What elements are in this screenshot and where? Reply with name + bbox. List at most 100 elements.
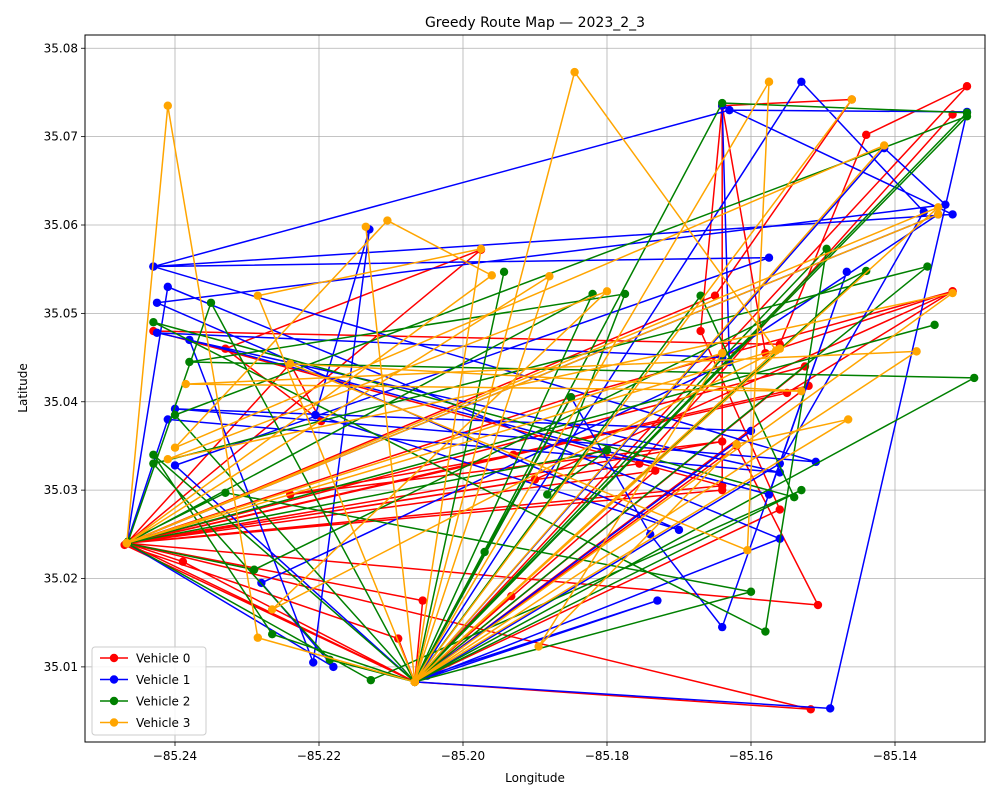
route-point bbox=[934, 203, 943, 212]
route-point bbox=[253, 291, 262, 300]
route-point bbox=[152, 328, 162, 338]
route-point bbox=[847, 95, 856, 104]
route-point bbox=[797, 386, 806, 396]
route-point bbox=[764, 77, 774, 87]
legend-label: Vehicle 3 bbox=[136, 716, 190, 730]
route-point bbox=[152, 298, 162, 307]
x-tick-label: −85.16 bbox=[729, 749, 773, 763]
route-point bbox=[732, 439, 741, 449]
route-point bbox=[480, 547, 489, 557]
route-point bbox=[178, 557, 188, 566]
x-axis-ticks: −85.24 −85.22 −85.20 −85.18 −85.16 −85.14 bbox=[153, 742, 917, 763]
route-point bbox=[487, 271, 496, 280]
route-point bbox=[170, 443, 180, 452]
legend-marker bbox=[109, 653, 119, 663]
route-point bbox=[743, 546, 752, 555]
route-point bbox=[250, 565, 259, 574]
y-tick-label: 35.06 bbox=[44, 218, 78, 232]
route-point bbox=[862, 266, 871, 276]
route-point bbox=[718, 481, 727, 490]
route-point bbox=[718, 622, 727, 632]
x-tick-label: −85.24 bbox=[153, 749, 197, 763]
route-point bbox=[149, 450, 158, 459]
route-point bbox=[970, 373, 979, 383]
route-point bbox=[653, 596, 662, 605]
route-point bbox=[545, 272, 554, 281]
route-point bbox=[696, 291, 705, 300]
route-point bbox=[635, 459, 644, 468]
route-point bbox=[962, 82, 972, 91]
route-point bbox=[163, 101, 172, 110]
route-point bbox=[268, 605, 277, 614]
route-point bbox=[962, 112, 972, 121]
x-tick-label: −85.20 bbox=[441, 749, 485, 763]
route-point bbox=[268, 629, 277, 639]
route-point bbox=[366, 675, 376, 685]
route-point bbox=[163, 282, 172, 292]
route-point bbox=[797, 77, 806, 87]
axes-frame bbox=[84, 34, 986, 743]
route-point bbox=[620, 289, 630, 299]
legend-box bbox=[91, 646, 207, 736]
route-point bbox=[948, 288, 957, 298]
route-point bbox=[185, 357, 194, 367]
route-point bbox=[499, 267, 509, 277]
route-point bbox=[570, 67, 579, 77]
route-point bbox=[311, 410, 320, 420]
route-point bbox=[844, 415, 853, 424]
legend-item: Vehicle 3 bbox=[100, 716, 190, 730]
route-point bbox=[822, 244, 831, 254]
route-point bbox=[725, 105, 734, 115]
route-point bbox=[534, 642, 543, 651]
route-point bbox=[813, 600, 823, 610]
route-point bbox=[149, 459, 158, 468]
route-point bbox=[696, 326, 705, 336]
route-point bbox=[790, 493, 799, 502]
route-point bbox=[651, 466, 660, 475]
y-tick-label: 35.07 bbox=[44, 130, 78, 144]
route-point bbox=[170, 461, 180, 470]
route-point bbox=[149, 318, 158, 327]
y-tick-label: 35.05 bbox=[44, 306, 78, 320]
route-point bbox=[122, 538, 131, 548]
route-point bbox=[797, 485, 806, 495]
route-point bbox=[764, 253, 774, 262]
legend-label: Vehicle 1 bbox=[136, 673, 190, 687]
route-point bbox=[163, 455, 172, 464]
route-point bbox=[842, 267, 851, 277]
y-tick-label: 35.08 bbox=[44, 41, 78, 55]
route-point bbox=[602, 446, 612, 455]
x-tick-label: −85.22 bbox=[297, 749, 341, 763]
route-point bbox=[718, 98, 727, 108]
route-point bbox=[775, 344, 784, 353]
series-layer bbox=[120, 67, 979, 714]
route-point bbox=[811, 457, 820, 467]
route-point bbox=[410, 677, 419, 687]
route-point bbox=[309, 658, 318, 667]
route-point bbox=[206, 298, 216, 307]
route-point bbox=[718, 348, 727, 358]
route-point bbox=[221, 488, 230, 497]
route-point bbox=[253, 633, 262, 642]
route-point bbox=[941, 200, 950, 209]
route-point bbox=[746, 587, 756, 596]
route-point bbox=[476, 244, 486, 254]
route-point bbox=[930, 320, 939, 330]
route-point bbox=[934, 210, 943, 219]
route-point bbox=[329, 662, 338, 672]
route-point bbox=[862, 130, 871, 140]
route-point bbox=[826, 704, 835, 713]
y-tick-label: 35.02 bbox=[44, 572, 78, 586]
route-point bbox=[761, 627, 770, 636]
legend-item: Vehicle 1 bbox=[100, 673, 190, 687]
legend: Vehicle 0 Vehicle 1 Vehicle 2 Vehicle 3 bbox=[91, 646, 207, 736]
y-axis-label: Latitude bbox=[16, 363, 30, 412]
route-point bbox=[710, 291, 720, 300]
route-point bbox=[923, 262, 932, 271]
route-point bbox=[948, 210, 957, 219]
route-point bbox=[361, 222, 370, 231]
route-point bbox=[383, 216, 392, 225]
legend-item: Vehicle 0 bbox=[100, 652, 190, 666]
plot-area bbox=[120, 67, 979, 714]
